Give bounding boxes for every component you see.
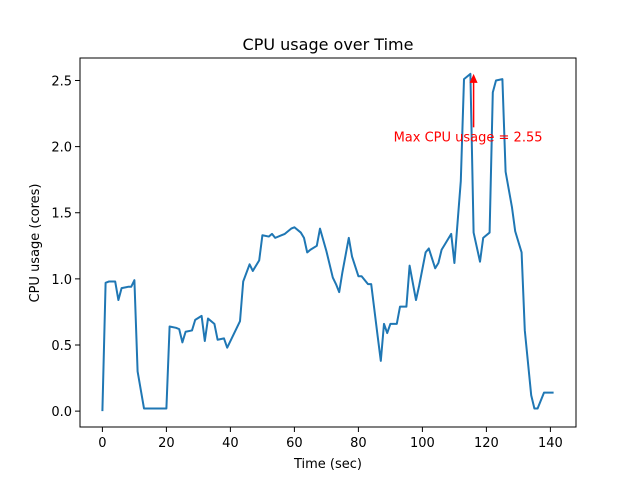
annotation-text: Max CPU usage = 2.55 [394,130,543,145]
y-tick-label: 0.5 [51,339,72,354]
plot-frame [79,57,577,428]
chart-title: CPU usage over Time [243,35,414,54]
x-axis-ticks: 0 20 40 60 80 100 120 140 [98,427,563,451]
y-axis-label: CPU usage (cores) [28,184,43,303]
y-tick-label: 2.0 [51,141,72,156]
x-tick-label: 80 [350,436,367,451]
x-tick-label: 120 [474,436,499,451]
plot-area [101,72,554,412]
x-axis-label: Time (sec) [293,457,362,472]
series-line-0 [101,72,554,412]
y-tick-label: 2.5 [51,74,72,89]
x-tick-label: 20 [158,436,175,451]
y-tick-label: 1.0 [51,273,72,288]
y-tick-label: 0.0 [51,405,72,420]
y-tick-label: 1.5 [51,207,72,222]
max-annotation: Max CPU usage = 2.55 [394,73,543,145]
x-tick-label: 60 [286,436,303,451]
annotation-arrow-head [469,73,478,83]
x-tick-label: 40 [222,436,239,451]
x-tick-label: 100 [410,436,435,451]
x-tick-label: 140 [538,436,563,451]
x-tick-label: 0 [98,436,106,451]
y-axis-ticks: 0.0 0.5 1.0 1.5 2.0 2.5 [51,74,80,420]
